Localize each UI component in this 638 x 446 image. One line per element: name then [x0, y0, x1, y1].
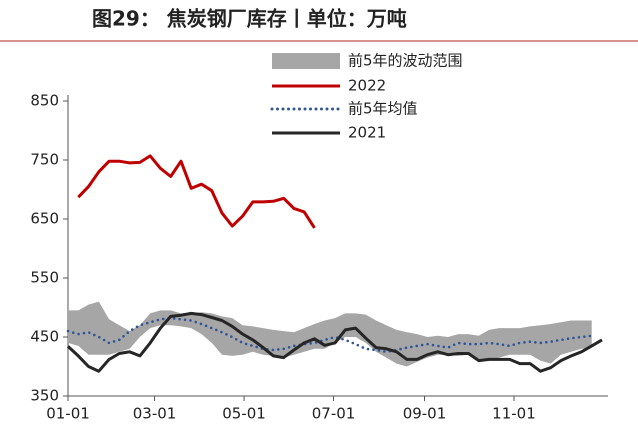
y-tick-label: 450: [30, 328, 59, 346]
series-line: [77, 154, 316, 229]
x-tick-label: 11-01: [492, 405, 536, 423]
y-tick-label: 350: [30, 387, 59, 405]
y-tick-label: 650: [30, 210, 59, 228]
x-tick-label: 05-01: [222, 405, 266, 423]
range-band: [68, 301, 592, 367]
legend-label: 前5年均值: [348, 100, 418, 118]
x-tick-label: 03-01: [133, 405, 177, 423]
legend-swatch: [272, 53, 340, 69]
series-line: [66, 311, 603, 373]
y-tick-label: 850: [30, 92, 59, 110]
y-tick-label: 750: [30, 151, 59, 169]
chart-title: 图29： 焦炭钢厂库存丨单位：万吨: [92, 7, 407, 31]
legend-label: 2022: [348, 77, 386, 95]
legend-label: 2021: [348, 124, 386, 142]
x-tick-label: 07-01: [312, 405, 356, 423]
y-tick-label: 550: [30, 269, 59, 287]
x-tick-label: 01-01: [46, 405, 90, 423]
legend-label: 前5年的波动范围: [348, 52, 463, 70]
x-tick-label: 09-01: [403, 405, 447, 423]
